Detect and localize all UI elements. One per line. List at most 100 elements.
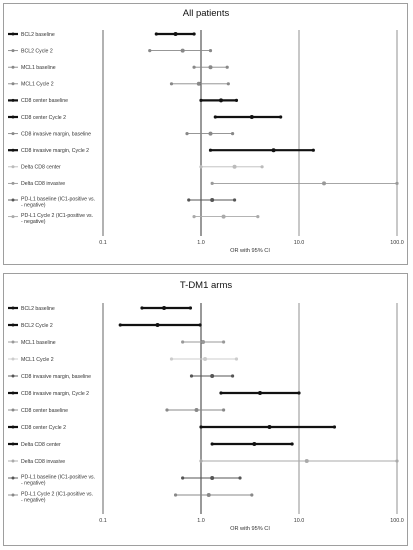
ci-lower-marker bbox=[213, 115, 217, 119]
row-legend-marker bbox=[11, 82, 15, 86]
x-tick-label: 1.0 bbox=[197, 518, 205, 524]
ci-lower-marker bbox=[199, 425, 203, 429]
ci-upper-marker bbox=[290, 442, 294, 446]
row-label: PD-L1 baseline (IC1-positive vs. - negati… bbox=[21, 196, 95, 208]
row-legend-marker bbox=[11, 198, 15, 202]
row-label: CD8 center baseline bbox=[21, 98, 68, 104]
ci-lower-marker bbox=[165, 408, 169, 412]
ci-upper-marker bbox=[221, 408, 226, 412]
ci-upper-marker bbox=[208, 49, 213, 53]
chart-title: T-DM1 arms bbox=[180, 280, 233, 291]
odds-ratio-point bbox=[173, 32, 178, 36]
odds-ratio-point bbox=[210, 374, 215, 378]
odds-ratio-point bbox=[304, 459, 309, 463]
row-legend-marker bbox=[11, 442, 15, 446]
ci-lower-marker bbox=[154, 32, 158, 36]
row-legend-marker bbox=[11, 408, 15, 412]
row-legend-marker bbox=[11, 65, 15, 69]
ci-upper-marker bbox=[234, 98, 239, 102]
ci-lower-marker bbox=[181, 476, 185, 480]
row-legend-marker bbox=[11, 181, 15, 185]
ci-lower-marker bbox=[118, 323, 122, 327]
ci-lower-marker bbox=[210, 442, 214, 446]
chart-panel-all-patients: All patients 0.1 1.0 10.0 100.0 OR with 95% C… bbox=[3, 3, 408, 265]
ci-lower-marker bbox=[148, 49, 152, 53]
row-label: CD8 invasive margin, Cycle 2 bbox=[21, 391, 89, 397]
ci-lower-marker bbox=[185, 132, 189, 136]
row-label: CD8 center baseline bbox=[21, 408, 68, 414]
x-tick-label: 100.0 bbox=[390, 240, 404, 246]
row-legend-marker bbox=[11, 476, 15, 480]
ci-upper-marker bbox=[311, 148, 315, 152]
ci-upper-marker bbox=[250, 493, 254, 497]
row-label: Delta CD8 invasive bbox=[21, 181, 65, 187]
row-legend-marker bbox=[11, 165, 15, 169]
ci-upper-marker bbox=[395, 181, 399, 185]
x-axis-label: OR with 95% CI bbox=[230, 526, 270, 532]
ci-upper-marker bbox=[256, 215, 260, 219]
row-legend-marker bbox=[11, 425, 15, 429]
odds-ratio-point bbox=[180, 48, 185, 53]
ci-upper-marker bbox=[230, 132, 235, 136]
odds-ratio-point bbox=[208, 65, 213, 70]
chart-title: All patients bbox=[183, 8, 230, 19]
odds-ratio-point bbox=[208, 131, 213, 136]
ci-upper-marker bbox=[395, 459, 399, 463]
odds-ratio-point bbox=[155, 323, 160, 327]
odds-ratio-point bbox=[267, 425, 272, 429]
chart-panel-tdm1-arms: T-DM1 arms 0.1 1.0 10.0 100.0 OR with 95% CI B… bbox=[3, 273, 408, 546]
x-tick-label: 10.0 bbox=[294, 240, 305, 246]
ci-lower-marker bbox=[199, 165, 203, 169]
odds-ratio-point bbox=[162, 306, 167, 310]
row-label: PD-L1 Cycle 2 (IC1-positive vs. - negativ… bbox=[21, 491, 93, 503]
ci-lower-marker bbox=[208, 148, 213, 152]
forest-plot-tdm1-arms: T-DM1 arms 0.1 1.0 10.0 100.0 OR with 95% CI B… bbox=[8, 280, 404, 532]
row-label: BCL2 baseline bbox=[21, 32, 55, 38]
ci-lower-marker bbox=[219, 391, 223, 395]
row-label: CD8 invasive margin, Cycle 2 bbox=[21, 148, 89, 154]
ci-upper-marker bbox=[232, 198, 237, 202]
row-label: CD8 center Cycle 2 bbox=[21, 425, 66, 431]
ci-upper-marker bbox=[221, 340, 226, 344]
row-legend-marker bbox=[11, 132, 15, 136]
odds-ratio-point bbox=[271, 148, 276, 153]
odds-ratio-point bbox=[221, 214, 226, 219]
row-label: Delta CD8 invasive bbox=[21, 459, 65, 465]
odds-ratio-point bbox=[194, 408, 199, 412]
ci-lower-marker bbox=[187, 198, 191, 202]
row-legend-marker bbox=[11, 357, 15, 361]
row-legend-marker bbox=[11, 148, 15, 152]
odds-ratio-point bbox=[206, 493, 211, 497]
ci-lower-marker bbox=[199, 98, 203, 102]
row-label: CD8 invasive margin, baseline bbox=[21, 131, 91, 137]
odds-ratio-point bbox=[232, 164, 237, 169]
row-label: PD-L1 Cycle 2 (IC1-positive vs. - negativ… bbox=[21, 213, 93, 225]
row-legend-marker bbox=[11, 323, 15, 327]
ci-lower-marker bbox=[169, 82, 174, 86]
odds-ratio-point bbox=[201, 340, 206, 344]
row-label: BCL2 baseline bbox=[21, 306, 55, 312]
ci-lower-marker bbox=[169, 357, 174, 361]
row-legend-marker bbox=[11, 306, 15, 310]
ci-lower-marker bbox=[199, 459, 203, 463]
x-tick-label: 0.1 bbox=[99, 240, 107, 246]
forest-plot-all-patients: All patients 0.1 1.0 10.0 100.0 OR with 95% C… bbox=[8, 8, 404, 254]
x-tick-label: 1.0 bbox=[197, 240, 205, 246]
ci-lower-marker bbox=[210, 181, 214, 185]
row-label: Delta CD8 center bbox=[21, 442, 61, 448]
ci-upper-marker bbox=[188, 306, 193, 310]
ci-lower-marker bbox=[140, 306, 144, 310]
ci-upper-marker bbox=[279, 115, 283, 119]
ci-lower-marker bbox=[173, 493, 178, 497]
ci-upper-marker bbox=[226, 82, 230, 86]
ci-upper-marker bbox=[234, 357, 239, 361]
x-tick-label: 0.1 bbox=[99, 518, 107, 524]
row-label: Delta CD8 center bbox=[21, 165, 61, 171]
row-legend-marker bbox=[11, 98, 15, 102]
row-label: CD8 center Cycle 2 bbox=[21, 115, 66, 121]
odds-ratio-point bbox=[210, 198, 215, 202]
odds-ratio-point bbox=[210, 476, 215, 480]
row-legend-marker bbox=[11, 115, 15, 119]
ci-upper-marker bbox=[230, 374, 235, 378]
row-legend-marker bbox=[11, 493, 15, 497]
